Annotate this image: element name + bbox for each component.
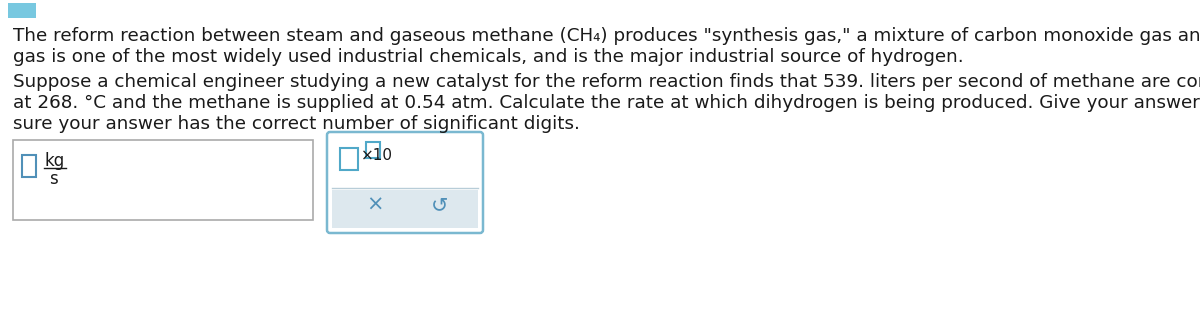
- Bar: [332, 190, 478, 228]
- Bar: [22, 155, 36, 177]
- Text: ×10: ×10: [361, 148, 394, 163]
- Bar: [8, 3, 36, 18]
- Bar: [13, 140, 313, 220]
- Text: at 268. °C and the methane is supplied at 0.54 atm. Calculate the rate at which : at 268. °C and the methane is supplied a…: [13, 94, 1200, 112]
- Text: gas is one of the most widely used industrial chemicals, and is the major indust: gas is one of the most widely used indus…: [13, 48, 964, 66]
- Text: kg: kg: [44, 152, 65, 170]
- Text: The reform reaction between steam and gaseous methane (CH₄) produces "synthesis : The reform reaction between steam and ga…: [13, 27, 1200, 45]
- Bar: [340, 148, 358, 170]
- Text: Suppose a chemical engineer studying a new catalyst for the reform reaction find: Suppose a chemical engineer studying a n…: [13, 73, 1200, 91]
- Bar: [366, 142, 380, 158]
- Text: s: s: [49, 170, 58, 188]
- Text: ↺: ↺: [431, 195, 449, 215]
- FancyBboxPatch shape: [326, 132, 482, 233]
- Text: sure your answer has the correct number of significant digits.: sure your answer has the correct number …: [13, 115, 580, 133]
- Text: ×: ×: [366, 195, 384, 215]
